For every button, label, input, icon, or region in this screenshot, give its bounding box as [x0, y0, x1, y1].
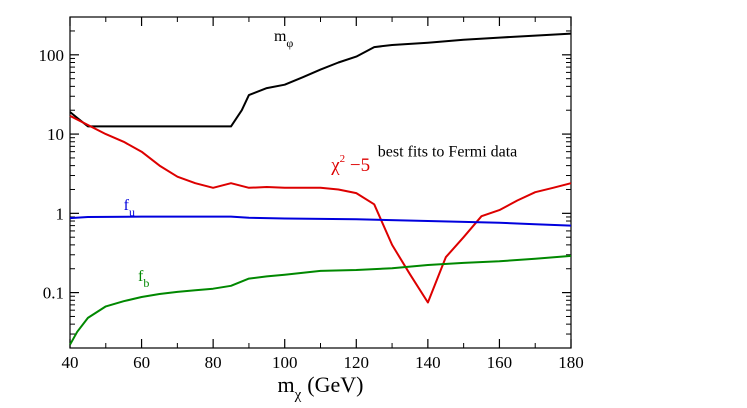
x-tick-label: 80 [205, 353, 222, 372]
axis-tick-labels: 40 60 80 100 120 140 160 180 0.1 1 10 100 [39, 46, 584, 372]
label-m-phi: mφ [274, 28, 293, 50]
label-chi2-minus-5: χ2 −5 [330, 153, 370, 176]
series-line-f-u [69, 215, 572, 227]
series-line-m-phi [69, 32, 572, 128]
x-tick-label: 120 [344, 353, 370, 372]
plot-border [69, 16, 572, 349]
x-tick-label: 140 [415, 353, 441, 372]
fit-note: best fits to Fermi data [378, 144, 518, 161]
x-tick-label: 160 [487, 353, 513, 372]
series-line-chi2-minus-5 [69, 114, 572, 304]
x-tick-label: 40 [62, 353, 79, 372]
x-tick-label: 100 [272, 353, 298, 372]
x-tick-label: 60 [133, 353, 150, 372]
y-tick-label: 0.1 [43, 284, 64, 303]
label-f-u: fu [124, 197, 135, 219]
y-tick-label: 100 [39, 46, 65, 65]
axis-ticks [69, 16, 572, 349]
plot-frame [69, 16, 572, 349]
y-tick-label: 10 [47, 125, 64, 144]
label-f-b: fb [138, 268, 149, 290]
x-axis-title: mχ (GeV) [278, 372, 364, 403]
x-tick-label: 180 [558, 353, 584, 372]
series-line-f-b [69, 254, 572, 346]
series-lines [69, 32, 572, 346]
y-tick-label: 1 [56, 204, 65, 223]
